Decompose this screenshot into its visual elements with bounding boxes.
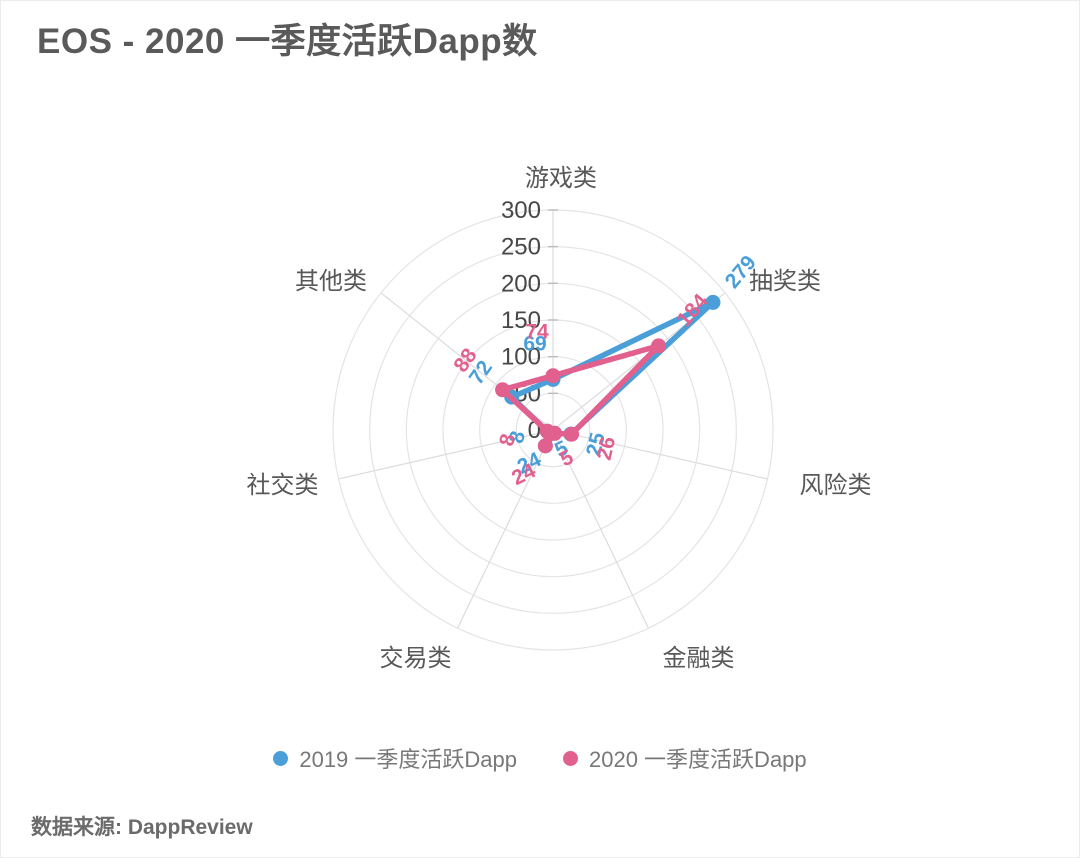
data-point: [537, 438, 553, 454]
data-point: [545, 368, 561, 384]
data-point: [495, 382, 511, 398]
data-point: [539, 423, 555, 439]
chart-title: EOS - 2020 一季度活跃Dapp数: [37, 22, 538, 61]
radar-tick-label: 150: [501, 307, 541, 334]
radar-category-label: 风险类: [799, 472, 871, 499]
radar-axis-spoke: [457, 429, 554, 629]
radar-tick-label: 250: [501, 234, 541, 261]
value-label-2020: 74: [525, 321, 549, 344]
radar-tick-label: 300: [501, 197, 541, 224]
legend-dot-icon: [563, 750, 578, 766]
radar-category-label: 交易类: [380, 645, 452, 672]
value-label-2019: 25: [582, 430, 610, 458]
radar-tick-label: 100: [501, 344, 541, 371]
series-polygon-2020: [499, 343, 662, 449]
radar-category-label: 抽奖类: [749, 268, 821, 295]
value-label-2019: 8: [505, 429, 530, 446]
legend-dot-icon: [273, 750, 289, 766]
legend-item-2020: 2020 一季度活跃Dapp: [563, 742, 807, 774]
radar-tick-label: 200: [501, 270, 541, 297]
radar-axis-spoke: [552, 429, 649, 629]
radar-category-label: 其他类: [295, 268, 367, 295]
value-label-2020: 8: [495, 431, 520, 448]
legend-label: 2020 一季度活跃Dapp: [589, 747, 807, 772]
legend: 2019 一季度活跃Dapp 2020 一季度活跃Dapp: [1, 742, 1079, 774]
radar-category-label: 金融类: [662, 645, 734, 672]
data-point: [650, 338, 666, 354]
value-label-2019: 69: [523, 332, 546, 355]
radar-axis-spoke: [552, 429, 768, 480]
data-source: 数据来源: DappReview: [31, 816, 253, 839]
data-point: [564, 426, 580, 442]
data-point: [705, 294, 721, 310]
radar-axis-spoke: [338, 429, 554, 480]
value-label-2020: 5: [557, 445, 578, 471]
value-label-2020: 26: [593, 434, 621, 462]
radar-category-label: 社交类: [247, 472, 319, 499]
legend-label: 2019 一季度活跃Dapp: [299, 747, 517, 772]
legend-item-2019: 2019 一季度活跃Dapp: [273, 742, 517, 774]
radar-category-label: 游戏类: [525, 165, 597, 192]
